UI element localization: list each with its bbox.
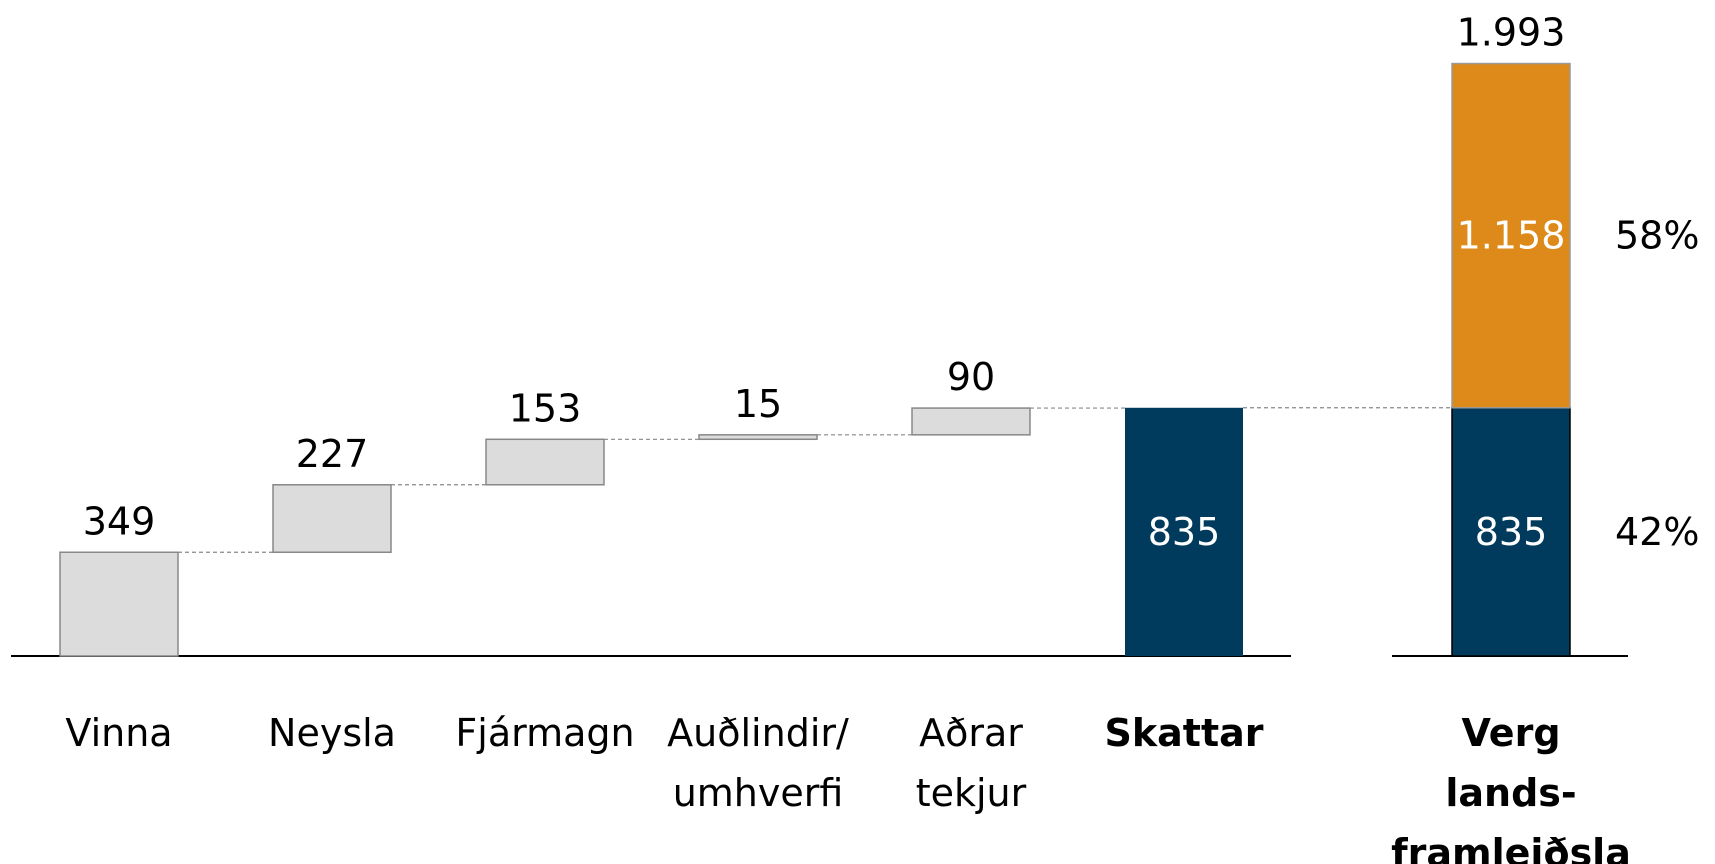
value-label: 153 [509,386,582,430]
x-tick-label: Skattar [1105,711,1264,755]
bar [1125,407,1243,656]
bar [272,484,392,554]
bar [911,407,1031,436]
bar [698,434,818,441]
x-tick-label: Vinna [65,711,172,755]
share-label: 42% [1615,510,1699,554]
value-label: 227 [296,432,369,476]
total-label: 1.993 [1457,11,1566,55]
x-tick-label: Fjármagn [455,711,634,755]
value-label: 349 [83,499,156,543]
value-label: 835 [1475,510,1548,554]
x-tick-label: Verg lands-framleiðsla [1391,711,1631,864]
bar [485,438,605,486]
value-label: 90 [947,355,995,399]
bar-segment [1451,62,1571,409]
value-label: 15 [734,382,782,426]
value-label: 1.158 [1457,214,1566,258]
share-label: 58% [1615,214,1699,258]
x-tick-label: Aðrar tekjur [916,711,1027,815]
bar [59,551,179,657]
value-label: 835 [1148,510,1221,554]
x-tick-label: Neysla [268,711,396,755]
bar-segment [1451,407,1571,657]
x-tick-label: Auðlindir/umhverfi [667,711,849,815]
